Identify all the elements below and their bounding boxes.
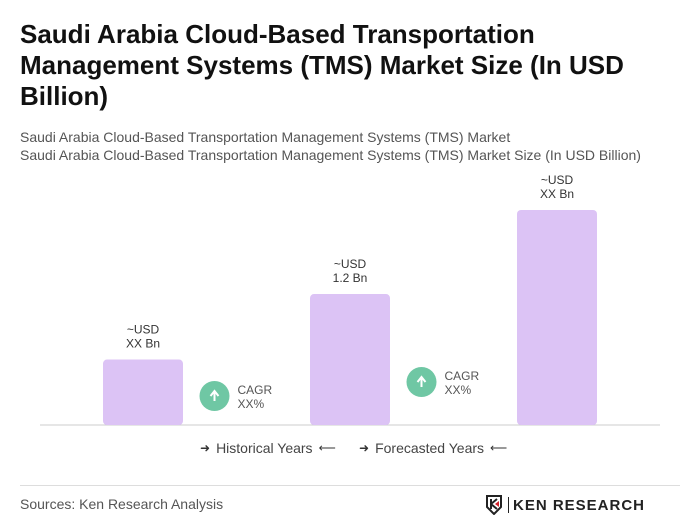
page-title: Saudi Arabia Cloud-Based Transportation …	[20, 19, 624, 111]
bar-data-label: XX Bn	[126, 337, 160, 351]
cagr-value: XX%	[238, 397, 265, 411]
bar-data-label: 1.2 Bn	[333, 271, 368, 285]
bar	[310, 294, 390, 425]
legend-historical-label: Historical Years	[216, 440, 313, 456]
bar-data-label: ~USD	[334, 257, 367, 271]
arrow-left-icon: ⟵	[318, 441, 336, 455]
bar-data-label: XX Bn	[540, 187, 574, 201]
legend-historical: ➜ Historical Years ⟵	[200, 440, 336, 456]
subtitle: Saudi Arabia Cloud-Based Transportation …	[20, 129, 511, 145]
arrow-up-icon	[209, 389, 220, 401]
logo-text: KEN RESEARCH	[513, 496, 646, 514]
subtitle-secondary: Saudi Arabia Cloud-Based Transportation …	[20, 147, 641, 163]
ken-research-logo: KEN RESEARCH	[486, 495, 645, 515]
bar-data-label: ~USD	[127, 323, 160, 337]
legend-forecasted-label: Forecasted Years	[375, 440, 485, 456]
bar-data-label: ~USD	[541, 173, 574, 187]
cagr-label: CAGR	[238, 383, 273, 397]
logo-mark-icon	[486, 495, 502, 515]
arrow-right-icon: ➜	[200, 441, 211, 455]
arrow-up-icon	[416, 375, 427, 387]
source-text: Sources: Ken Research Analysis	[20, 496, 224, 512]
bar	[517, 210, 597, 425]
bar	[103, 359, 183, 425]
cagr-value: XX%	[445, 383, 472, 397]
legend-forecasted: ➜ Forecasted Years ⟵	[359, 440, 507, 456]
arrow-right-icon: ➜	[359, 441, 370, 455]
footer-divider	[20, 485, 680, 486]
cagr-label: CAGR	[445, 369, 480, 383]
arrow-left-icon: ⟵	[490, 441, 508, 455]
